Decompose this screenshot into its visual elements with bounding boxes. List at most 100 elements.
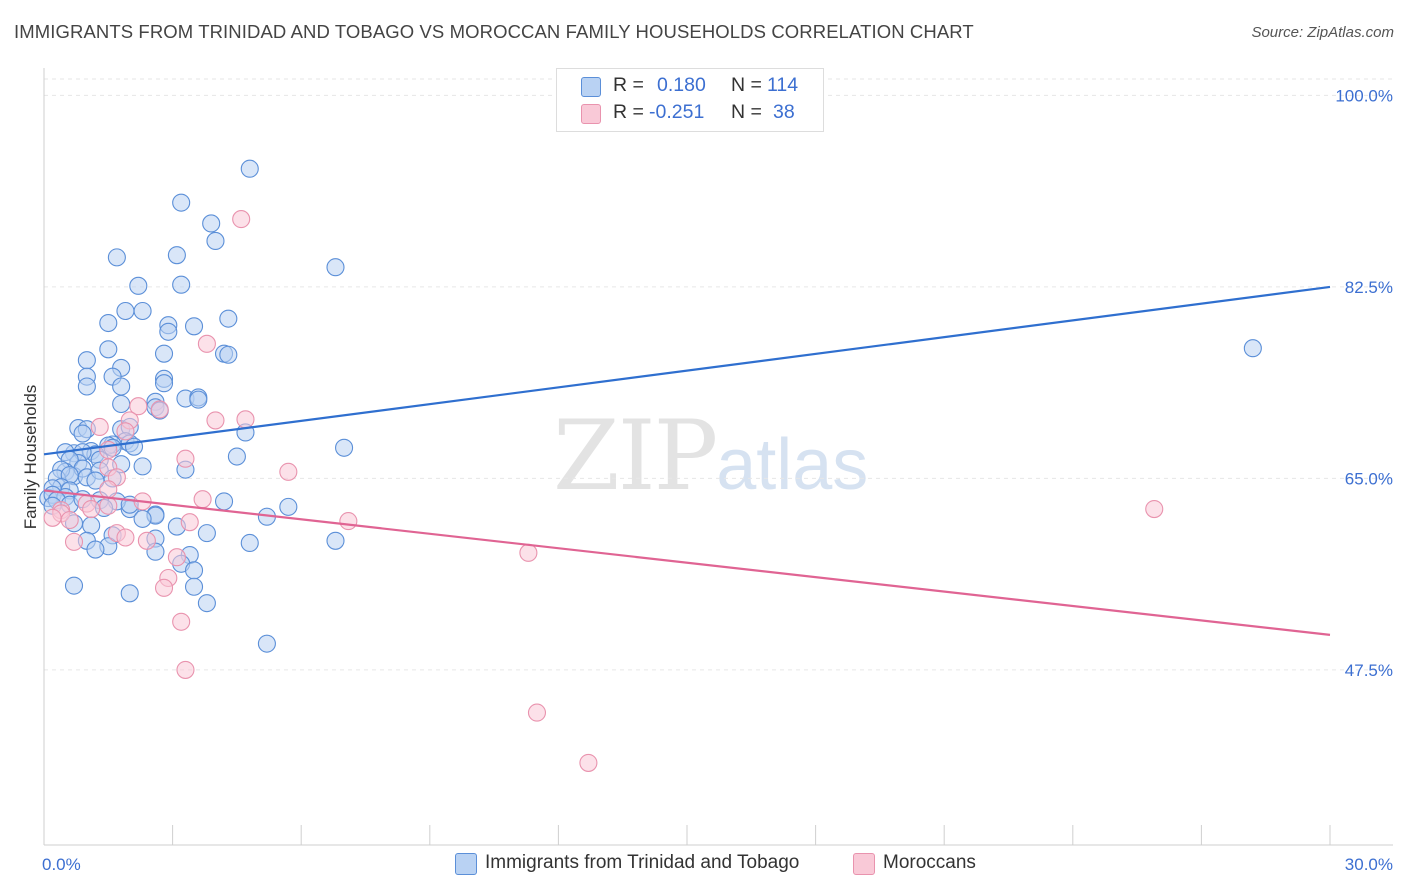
- trend-line-trinidad: [43, 285, 1331, 456]
- trinidad-point: [120, 584, 139, 603]
- watermark-atlas: atlas: [716, 425, 869, 505]
- bottom-legend-swatch-pink: [853, 853, 875, 875]
- trinidad-point: [99, 340, 118, 359]
- trinidad-point: [172, 275, 191, 294]
- watermark: ZIPatlas: [553, 400, 868, 512]
- trinidad-point: [240, 159, 259, 178]
- moroccan-point: [339, 512, 358, 531]
- trinidad-point: [279, 497, 298, 516]
- trinidad-point: [184, 577, 204, 596]
- trinidad-point: [326, 531, 345, 550]
- series-moroccans-points: [43, 210, 1164, 772]
- legend-r-value: 0.180: [657, 74, 706, 96]
- trinidad-point: [189, 390, 208, 409]
- moroccan-point: [64, 532, 84, 551]
- legend-n-label: N =: [731, 74, 762, 96]
- moroccan-point: [172, 612, 191, 631]
- moroccan-point: [197, 334, 216, 353]
- trinidad-point: [240, 533, 259, 553]
- watermark-zip: ZIP: [553, 400, 718, 512]
- trinidad-point: [99, 313, 118, 333]
- trinidad-point: [77, 351, 96, 370]
- y-tick-label: 82.5%: [1345, 278, 1393, 297]
- moroccan-point: [137, 531, 156, 550]
- bottom-legend-swatch-blue: [455, 853, 477, 875]
- legend-swatch-pink: [581, 104, 601, 124]
- chart-title: IMMIGRANTS FROM TRINIDAD AND TOBAGO VS M…: [14, 21, 974, 42]
- trinidad-point: [86, 540, 105, 559]
- trinidad-point: [154, 344, 174, 363]
- moroccan-point: [236, 410, 255, 429]
- trend-line-moroccans: [43, 489, 1331, 636]
- trinidad-point: [154, 374, 174, 393]
- trinidad-point: [159, 322, 178, 341]
- bottom-legend-label-moroccans: Moroccans: [883, 852, 976, 873]
- source-credit: Source: ZipAtlas.com: [1251, 24, 1394, 41]
- legend-swatch-blue: [581, 77, 601, 97]
- trinidad-point: [1243, 339, 1262, 358]
- trinidad-point: [124, 437, 144, 456]
- trinidad-point: [167, 246, 186, 265]
- correlation-legend: R = 0.180 N = 114 R = -0.251 N = 38: [556, 68, 824, 132]
- moroccan-point: [116, 528, 135, 547]
- moroccan-point: [99, 440, 118, 460]
- moroccan-point: [150, 400, 169, 419]
- legend-n-value: 114: [767, 74, 799, 96]
- trinidad-point: [335, 438, 354, 457]
- x-tick-label: 30.0%: [1345, 855, 1393, 874]
- trinidad-point: [129, 276, 148, 295]
- legend-r-label: R =: [613, 101, 644, 123]
- legend-r-label: R =: [613, 74, 644, 96]
- trinidad-point: [202, 214, 221, 233]
- trinidad-point: [227, 447, 246, 466]
- moroccan-point: [99, 496, 118, 515]
- bottom-legend-label-trinidad: Immigrants from Trinidad and Tobago: [485, 852, 800, 873]
- trinidad-point: [326, 258, 345, 277]
- series-trinidad-points: [39, 159, 1262, 653]
- moroccan-point: [82, 500, 101, 519]
- trinidad-point: [206, 231, 225, 251]
- moroccan-point: [579, 753, 598, 772]
- moroccan-point: [43, 508, 62, 527]
- trinidad-point: [197, 594, 216, 613]
- trinidad-point: [184, 317, 204, 336]
- trinidad-point: [133, 457, 152, 476]
- trinidad-point: [219, 345, 238, 364]
- trinidad-point: [133, 301, 152, 321]
- trinidad-point: [82, 516, 101, 535]
- axes: [43, 68, 1393, 846]
- moroccan-point: [176, 660, 195, 679]
- tick-labels: 100.0% 82.5% 65.0% 47.5% 0.0% 30.0%: [42, 86, 1393, 874]
- trinidad-point: [64, 576, 84, 595]
- trinidad-point: [112, 394, 131, 414]
- y-tick-label: 65.0%: [1345, 469, 1393, 488]
- moroccan-point: [167, 548, 186, 567]
- trinidad-point: [184, 561, 204, 580]
- trinidad-point: [214, 492, 234, 511]
- trinidad-point: [107, 248, 126, 267]
- moroccan-point: [129, 397, 148, 416]
- trend-lines: [43, 285, 1331, 636]
- y-tick-label: 47.5%: [1345, 661, 1393, 680]
- moroccan-point: [154, 578, 174, 597]
- y-tick-label: 100.0%: [1335, 86, 1393, 105]
- moroccan-point: [90, 417, 109, 437]
- moroccan-point: [206, 411, 225, 430]
- legend-r-value: -0.251: [649, 101, 705, 123]
- trinidad-point: [73, 424, 92, 443]
- moroccan-point: [1145, 500, 1164, 519]
- moroccan-point: [99, 480, 118, 499]
- moroccan-point: [60, 510, 79, 530]
- moroccan-point: [232, 210, 251, 229]
- trinidad-point: [77, 377, 96, 396]
- x-tick-label: 0.0%: [42, 855, 81, 874]
- moroccan-point: [519, 543, 538, 562]
- moroccan-point: [180, 513, 199, 532]
- trinidad-point: [133, 509, 152, 528]
- trinidad-point: [257, 634, 276, 653]
- trinidad-point: [116, 301, 135, 321]
- moroccan-point: [116, 422, 135, 441]
- y-axis-label: Family Households: [21, 385, 40, 530]
- trinidad-point: [112, 377, 131, 396]
